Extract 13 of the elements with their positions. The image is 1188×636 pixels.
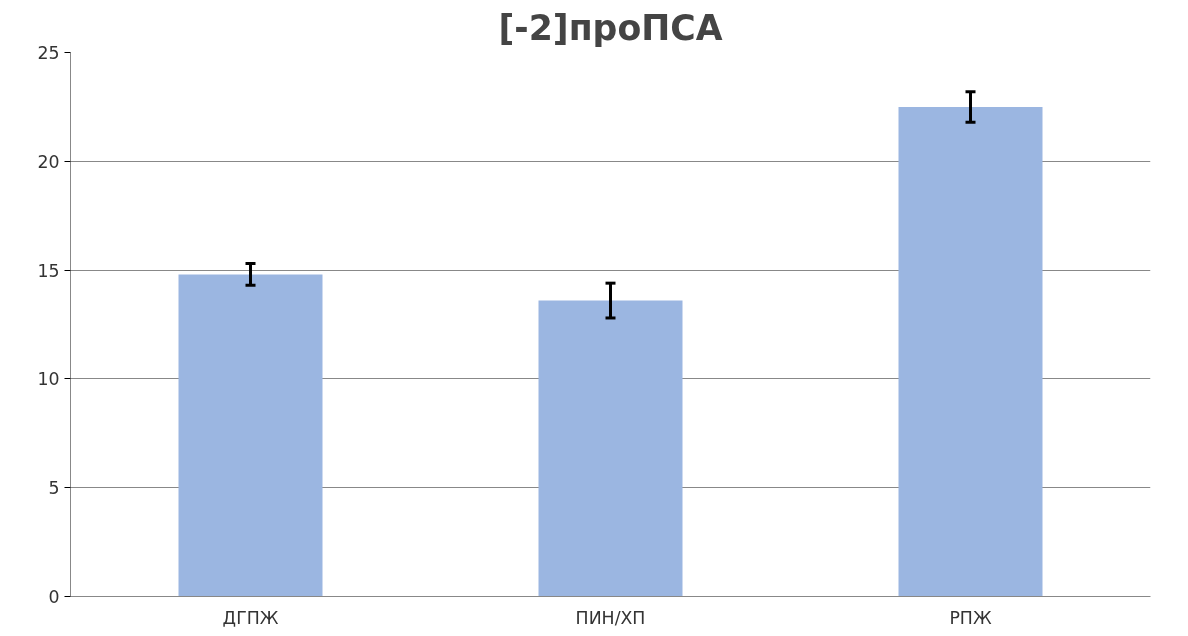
y-tick-label: 0: [48, 587, 60, 607]
x-tick-label: РПЖ: [949, 607, 992, 628]
y-tick-label: 10: [37, 369, 60, 390]
y-tick-label: 15: [37, 260, 60, 281]
y-tick-label: 25: [37, 43, 60, 63]
y-tick-label: 20: [37, 151, 60, 172]
bar: [178, 274, 323, 597]
bar: [898, 106, 1043, 597]
chart-title: [-2]проПСА: [498, 7, 723, 48]
x-tick-label: ПИН/ХП: [575, 607, 646, 628]
bar: [538, 300, 683, 597]
y-tick-label: 5: [48, 478, 60, 499]
x-tick-label: ДГПЖ: [222, 607, 279, 628]
